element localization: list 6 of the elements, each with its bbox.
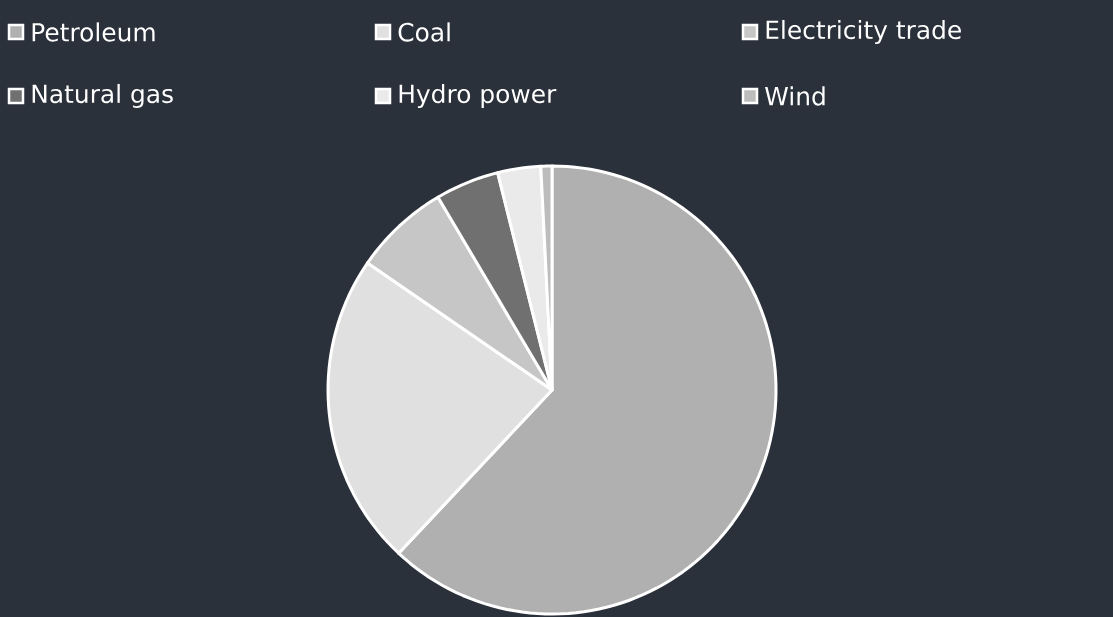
legend-label: Wind [765,86,825,106]
legend-label: Electricity trade [766,19,961,45]
legend-label: Hydro power [399,83,557,109]
legend-label: Coal [398,22,450,42]
legend-label: Petroleum [32,22,155,42]
legend-label: Natural gas [32,83,173,109]
